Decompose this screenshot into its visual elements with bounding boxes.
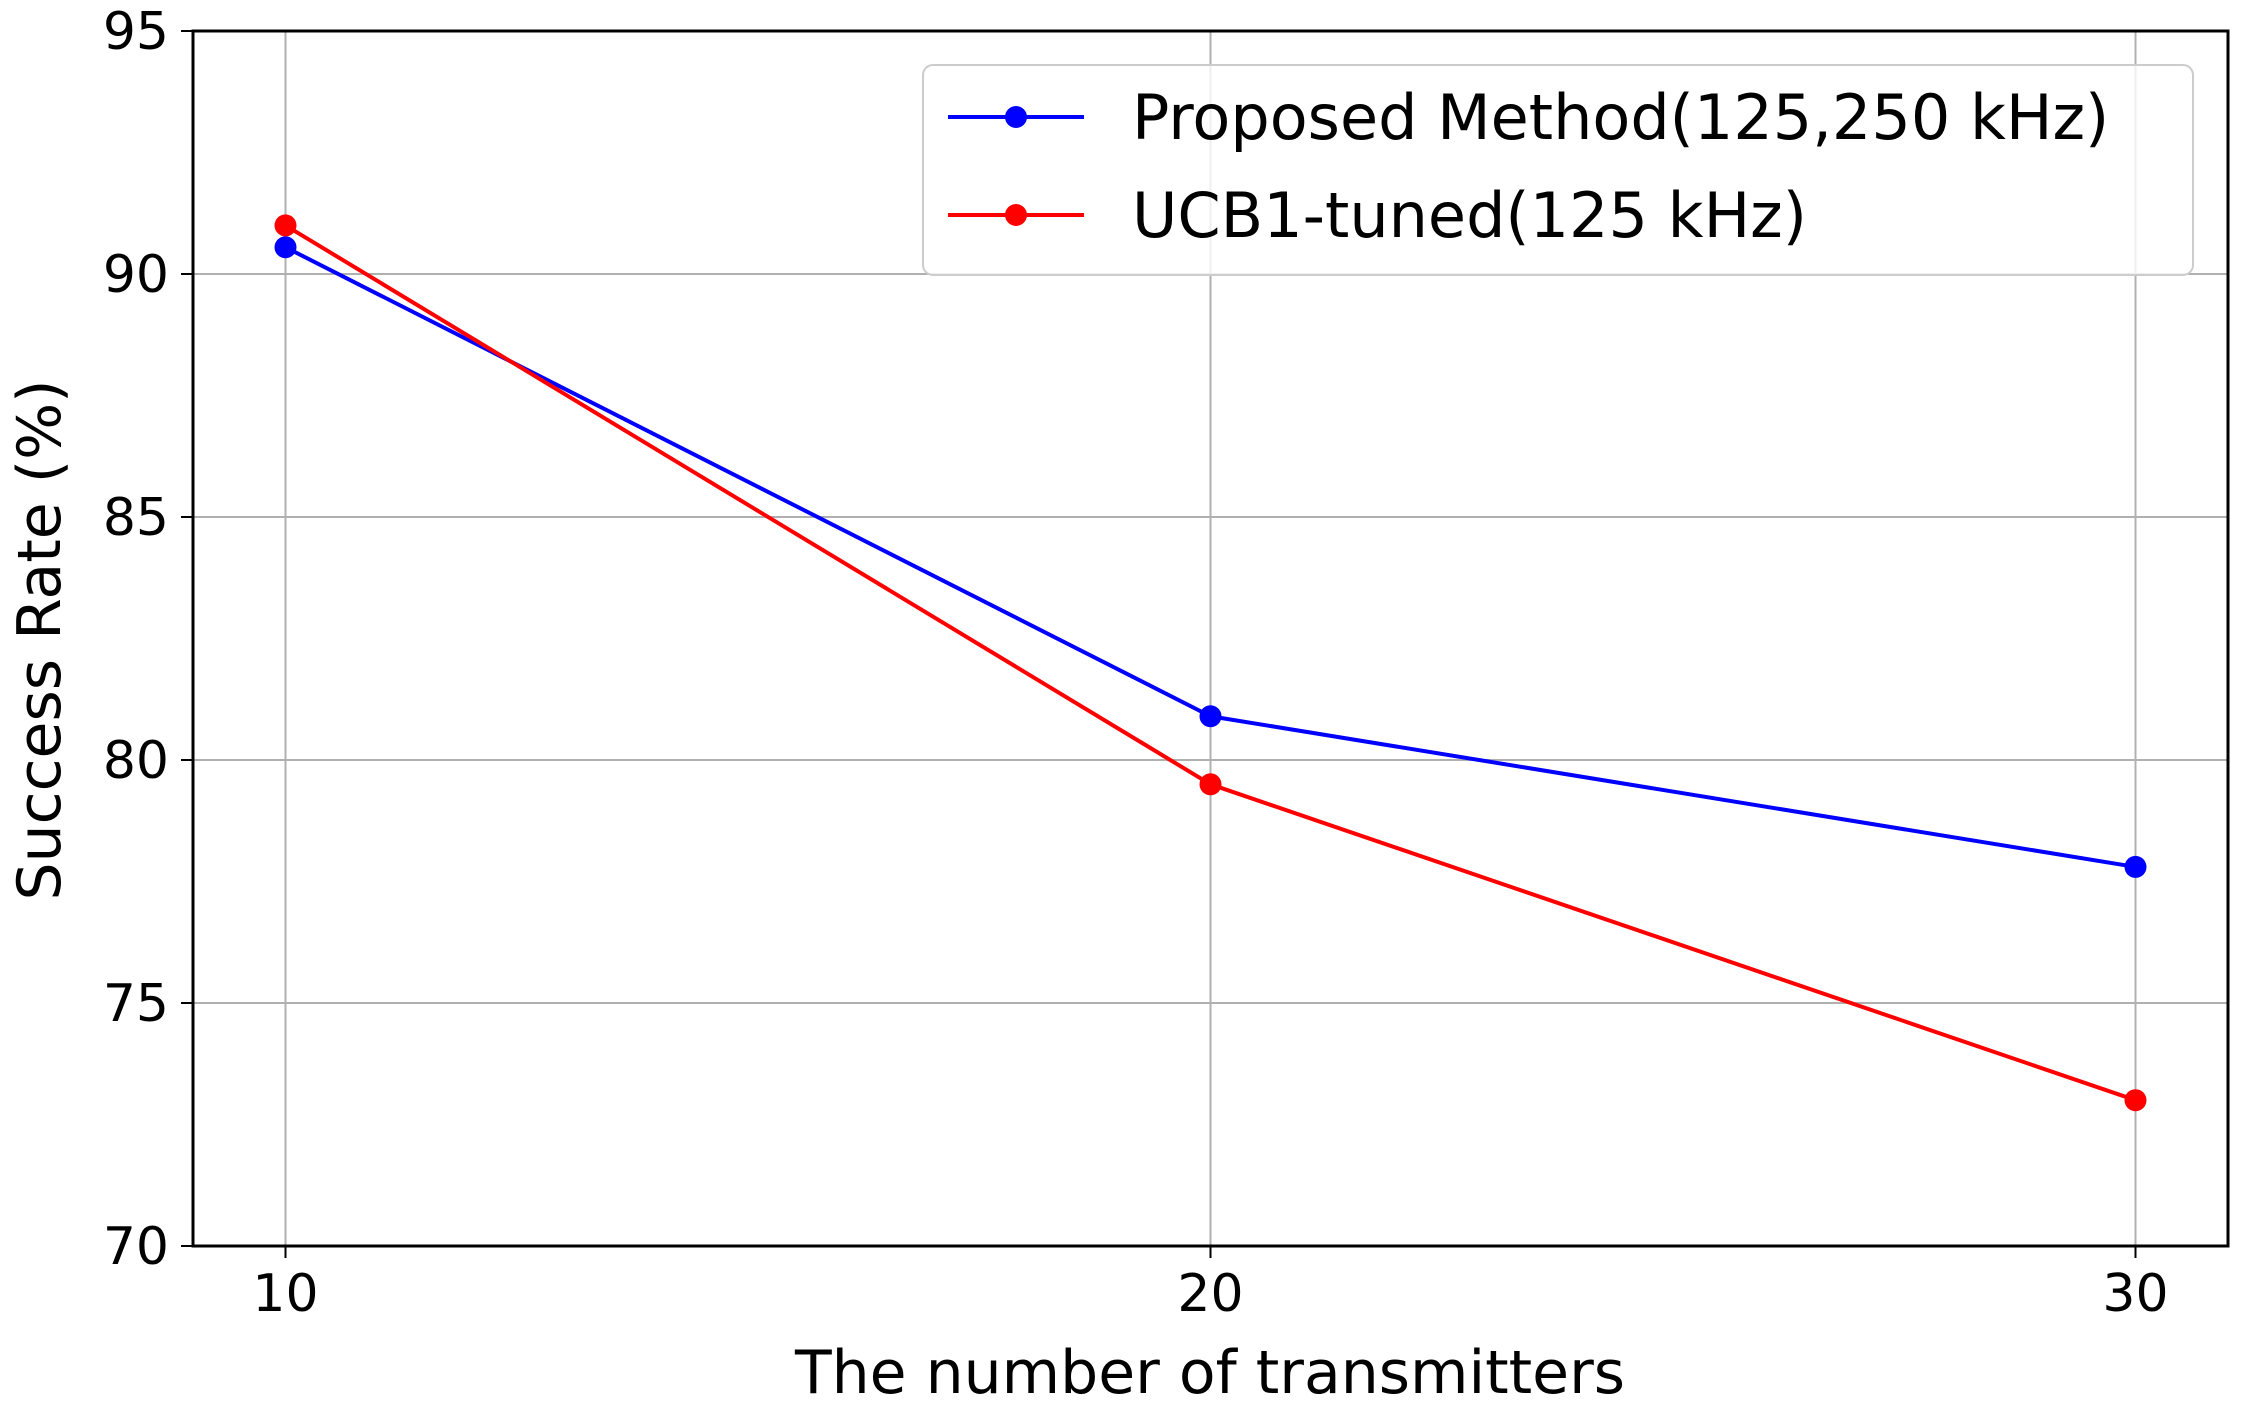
legend-swatch-marker <box>1005 106 1027 128</box>
y-tick-label: 70 <box>103 1217 169 1277</box>
y-tick-label: 80 <box>103 731 169 791</box>
y-tick-label: 85 <box>103 488 169 548</box>
legend-swatch-marker <box>1005 204 1027 226</box>
data-point <box>1199 773 1222 796</box>
x-axis: 10 20 30 <box>252 1246 2169 1324</box>
y-axis: 70 75 80 85 90 95 <box>103 2 193 1277</box>
y-tick-label: 95 <box>103 2 169 62</box>
x-tick-label: 20 <box>1177 1264 1243 1324</box>
series-markers <box>274 214 2147 1112</box>
x-tick-label: 30 <box>2102 1264 2168 1324</box>
legend-label: Proposed Method(125,250 kHz) <box>1132 81 2109 154</box>
x-axis-label: The number of transmitters <box>794 1338 1625 1402</box>
data-point <box>274 214 297 237</box>
x-tick-label: 10 <box>252 1264 318 1324</box>
y-tick-label: 75 <box>103 974 169 1034</box>
legend: Proposed Method(125,250 kHz) UCB1-tuned(1… <box>922 64 2194 276</box>
data-point <box>1199 705 1222 728</box>
data-point <box>2124 1089 2147 1112</box>
y-tick-label: 90 <box>103 245 169 305</box>
y-axis-label: Success Rate (%) <box>5 379 75 900</box>
data-point <box>274 236 297 259</box>
legend-box <box>922 64 2194 276</box>
legend-label: UCB1-tuned(125 kHz) <box>1132 179 1807 252</box>
data-point <box>2124 855 2147 878</box>
